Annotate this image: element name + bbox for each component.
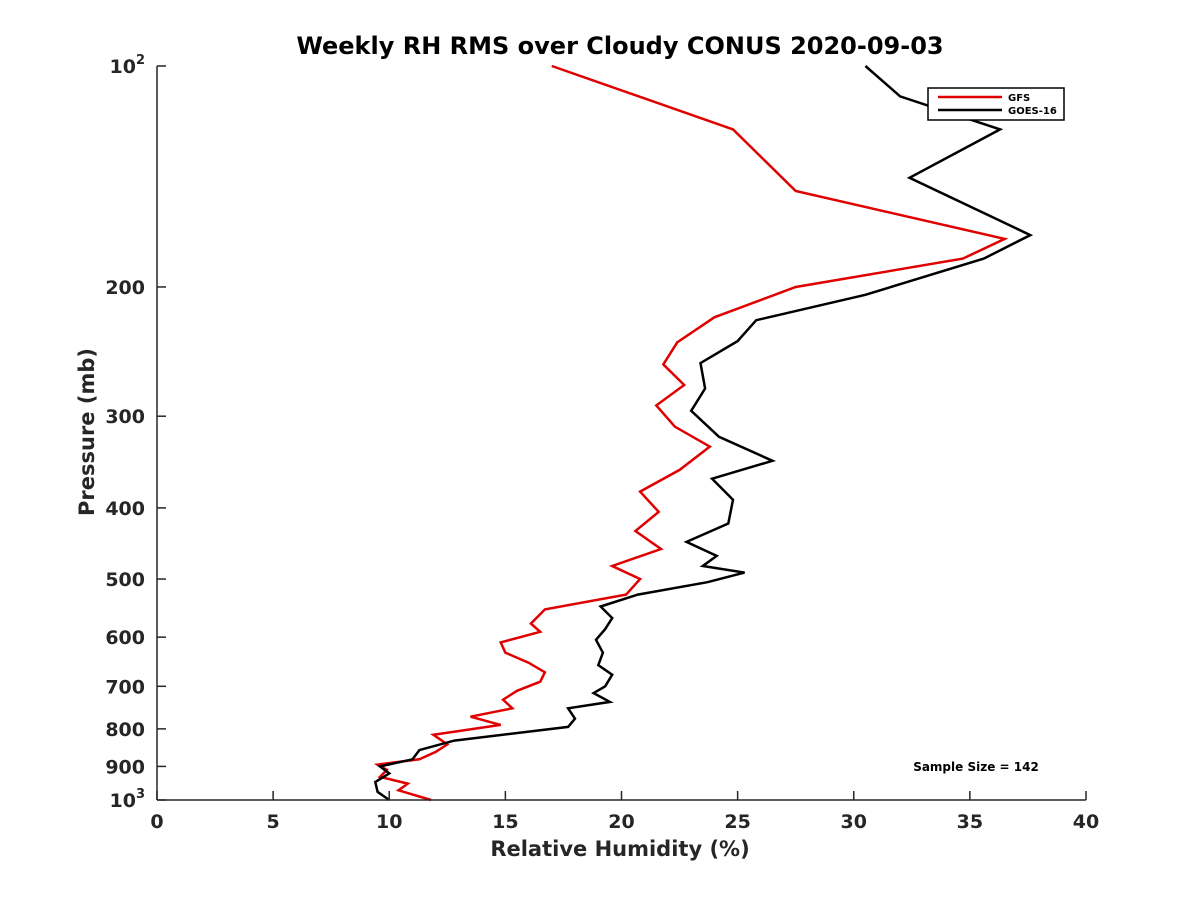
plot-area: 0 5 10 15 20 25 30 35 40 102 200 300 400 500 600 700 80… [105, 53, 1099, 833]
legend-label-gfs: GFS [1008, 93, 1030, 104]
x-tick-label: 15 [492, 811, 518, 833]
x-tick-label: 30 [841, 811, 867, 833]
y-tick-label: 800 [105, 719, 145, 741]
y-tick-label: 600 [105, 627, 145, 649]
legend-label-goes16: GOES-16 [1008, 106, 1057, 117]
y-axis-ticks: 102 200 300 400 500 600 700 800 900 103 [105, 53, 166, 812]
x-tick-label: 25 [724, 811, 750, 833]
legend-box [927, 87, 1065, 121]
x-tick-label: 35 [957, 811, 983, 833]
series-line-goes16 [373, 65, 1034, 802]
legend: GFS GOES-16 [927, 87, 1065, 121]
x-tick-label: 10 [376, 811, 402, 833]
x-axis-ticks: 0 5 10 15 20 25 30 35 40 [150, 791, 1099, 833]
x-tick-label: 20 [608, 811, 634, 833]
x-tick-label: 5 [267, 811, 280, 833]
y-tick-label: 400 [105, 498, 145, 520]
y-tick-label: 102 [110, 53, 146, 78]
y-tick-label: 500 [105, 569, 145, 591]
y-axis-label: Pressure (mb) [75, 348, 99, 516]
y-tick-label: 200 [105, 277, 145, 299]
series-line-gfs [373, 64, 1009, 802]
x-tick-label: 0 [150, 811, 163, 833]
x-tick-label: 40 [1073, 811, 1099, 833]
y-tick-label: 103 [110, 787, 146, 812]
chart-title: Weekly RH RMS over Cloudy CONUS 2020-09-… [296, 32, 943, 60]
series-layer [373, 64, 1034, 802]
sample-size-annotation: Sample Size = 142 [913, 760, 1039, 774]
y-tick-label: 300 [105, 406, 145, 428]
y-tick-label: 900 [105, 756, 145, 778]
y-tick-label: 700 [105, 676, 145, 698]
x-axis-label: Relative Humidity (%) [490, 837, 749, 861]
